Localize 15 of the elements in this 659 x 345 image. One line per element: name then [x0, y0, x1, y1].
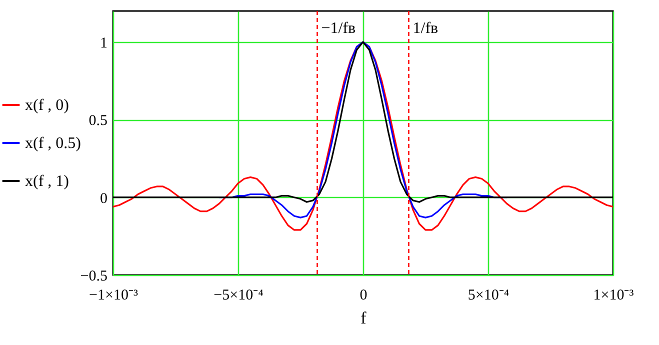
legend-label: x(f , 0.5): [25, 135, 81, 152]
x-tick-label: 5×10⁻⁴: [468, 288, 510, 304]
legend-label: x(f , 0): [25, 97, 69, 114]
y-tick-label: 1: [100, 36, 108, 52]
x-tick-label: 1×10⁻³: [593, 288, 634, 304]
legend-label: x(f , 1): [25, 173, 69, 190]
x-tick-label: 0: [360, 288, 368, 304]
x-axis-title: f: [360, 308, 367, 328]
ref-line-label: 1/fв: [412, 20, 439, 37]
ref-line-label: −1/fв: [321, 20, 356, 37]
y-tick-label: 0.5: [88, 113, 108, 130]
x-tick-label: −5×10⁻⁴: [214, 288, 264, 304]
y-tick-label: 0: [100, 190, 108, 207]
x-tick-label: −1×10⁻³: [89, 288, 138, 304]
y-tick-label: −0.5: [80, 268, 108, 284]
